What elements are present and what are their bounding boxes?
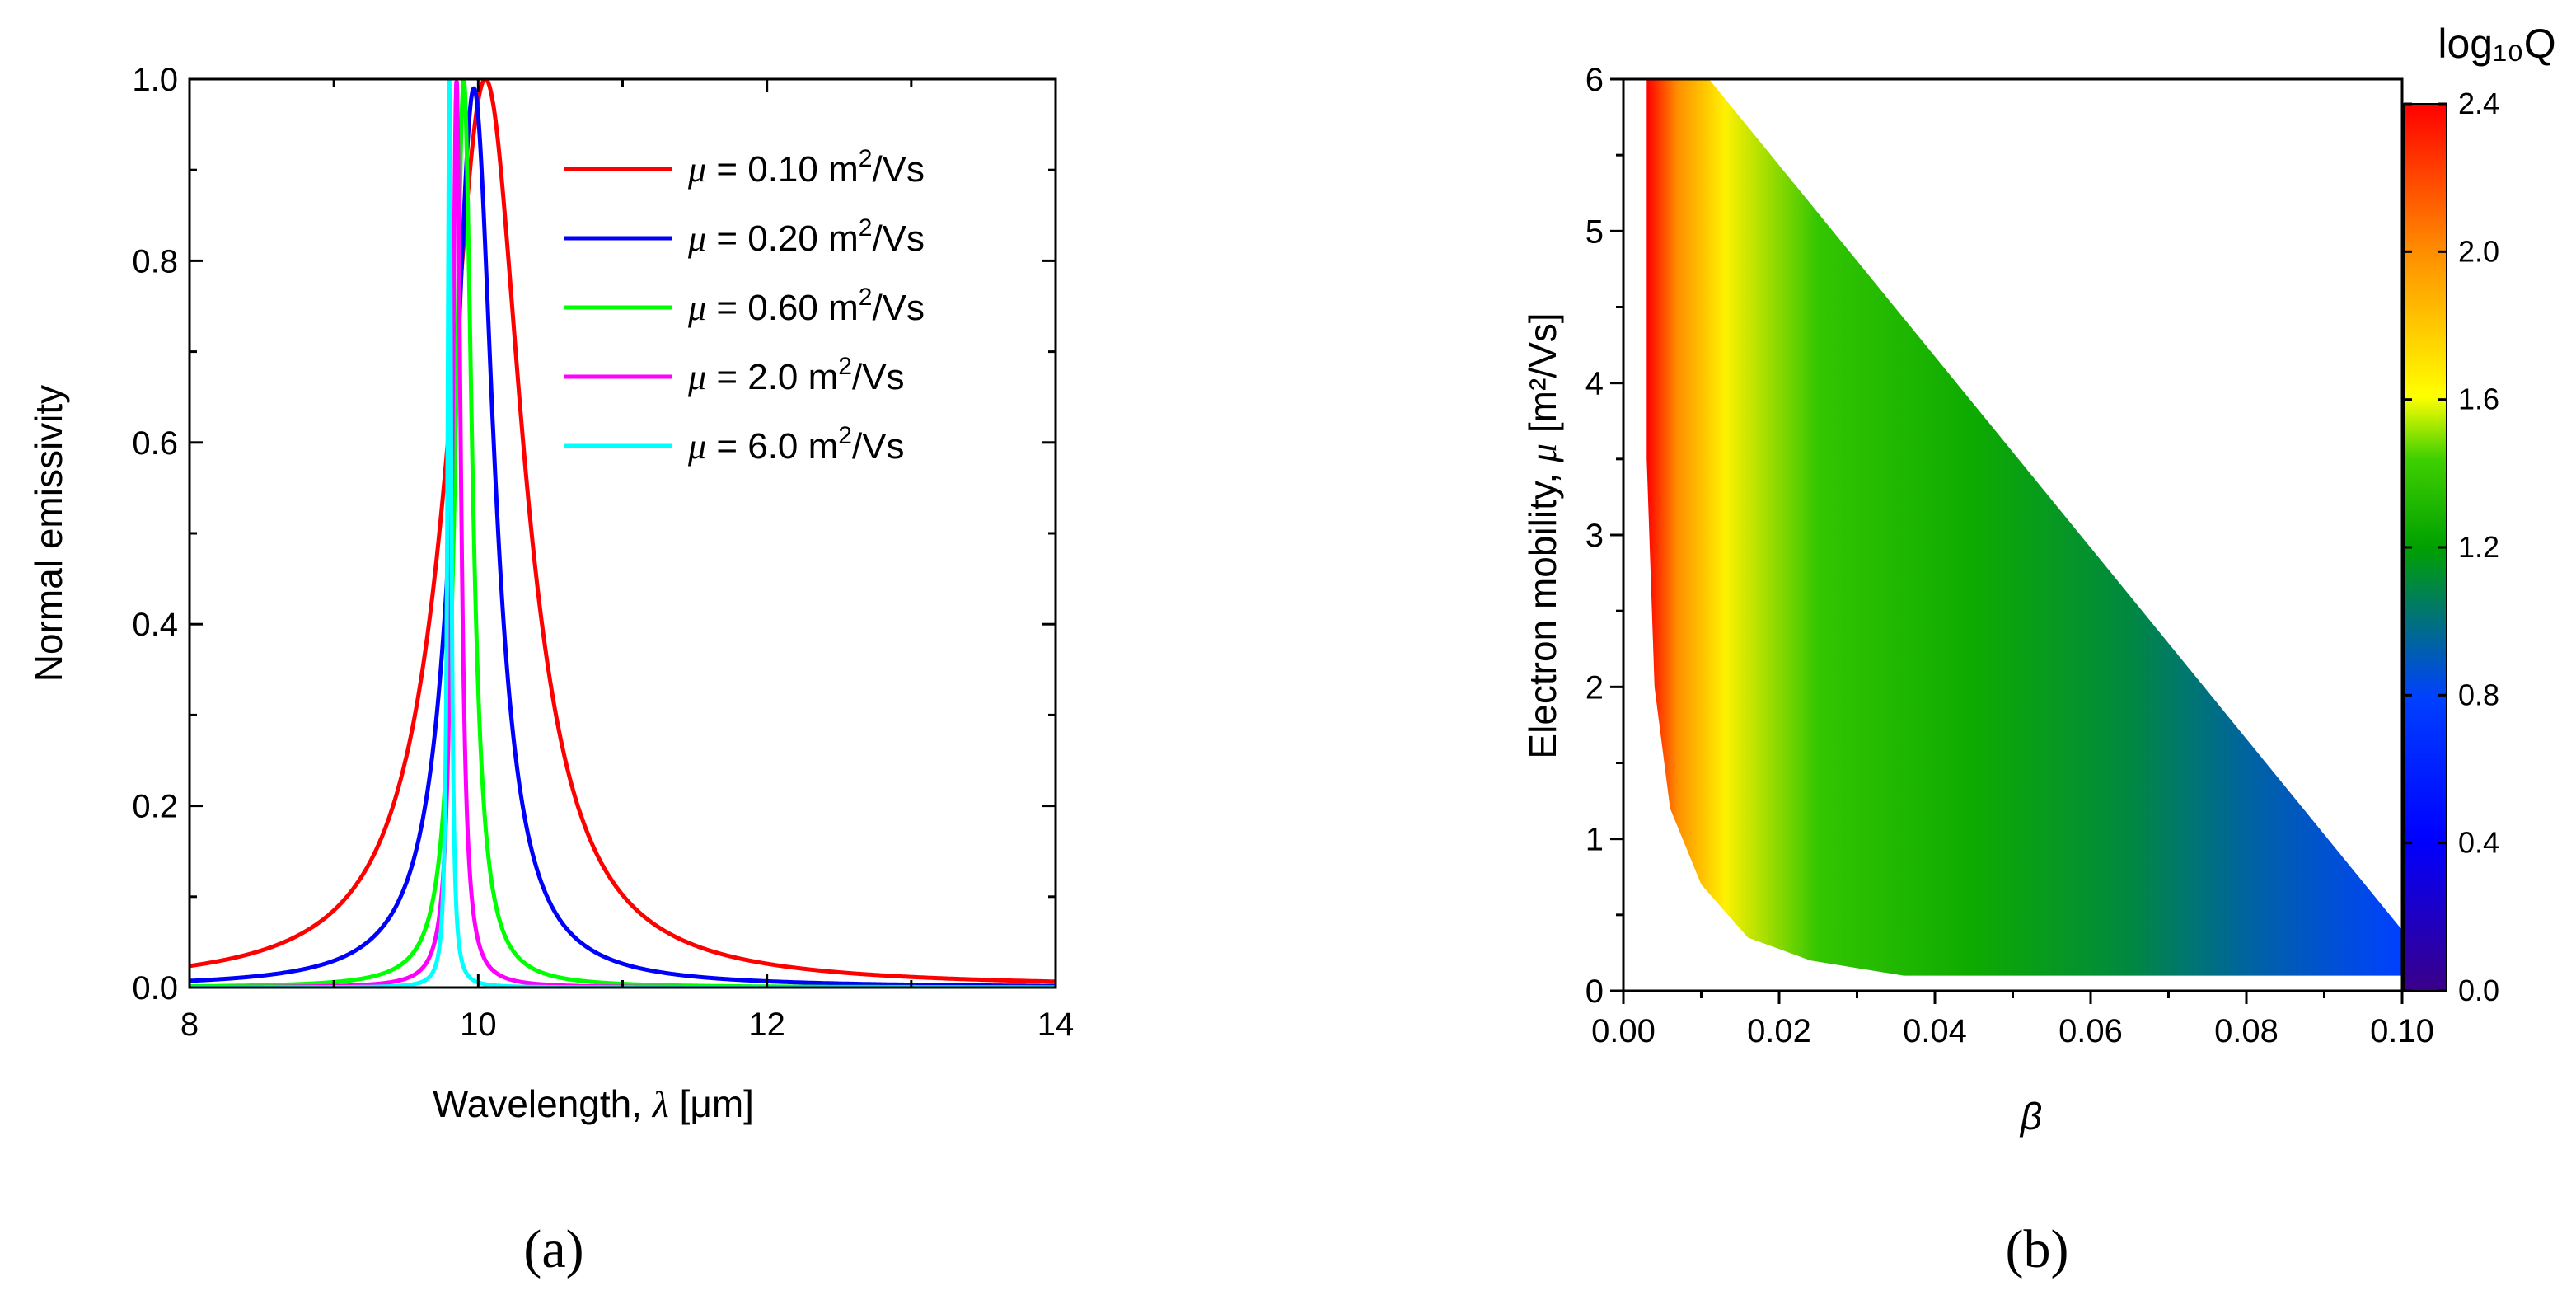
- y-axis-ticks-b: 0 1 2 3 4 5 6: [1585, 62, 1623, 1010]
- plot-frame-a: [188, 77, 1057, 989]
- x-tick-label: 0.08: [2214, 1013, 2279, 1049]
- legend-a: μ = 0.10 m2/Vs μ = 0.20 m2/Vs μ = 0.60 m2/…: [564, 145, 925, 467]
- panel-label-a: (a): [523, 1219, 583, 1279]
- x-tick-label: 0.02: [1747, 1013, 1811, 1049]
- y-tick-label: 3: [1585, 518, 1604, 554]
- y-tick-label: 0.2: [132, 789, 178, 825]
- panel-a: 8 10 12 14 0.0 0.2 0.4 0.6 0.8 1.0 Wavelength, λ…: [27, 62, 1074, 1279]
- y-tick-label: 0.0: [132, 970, 178, 1006]
- colorbar-ticks: 0.0 0.4 0.8 1.2 1.6 2.0 2.4: [2404, 87, 2499, 1007]
- colorbar-tick-label: 0.8: [2458, 678, 2499, 711]
- x-tick-label: 10: [460, 1006, 497, 1043]
- x-tick-label: 0.10: [2370, 1013, 2434, 1049]
- colorbar-tick-label: 0.0: [2458, 974, 2499, 1007]
- y-tick-label: 5: [1585, 213, 1604, 250]
- x-axis-ticks-a: 8 10 12 14: [180, 79, 1074, 1043]
- panel-label-b: (b): [2006, 1219, 2069, 1279]
- x-tick-label: 12: [748, 1006, 785, 1043]
- colorbar-title: log₁₀Q: [2438, 21, 2555, 67]
- y-tick-label: 6: [1585, 62, 1604, 98]
- colorbar-tick-label: 0.4: [2458, 826, 2499, 860]
- emissivity-curves: [190, 79, 1056, 988]
- x-axis-title-b: β: [2019, 1095, 2042, 1138]
- x-tick-label: 0.06: [2058, 1013, 2123, 1049]
- x-tick-label: 0.00: [1591, 1013, 1656, 1049]
- legend-label-3: μ = 2.0 m2/Vs: [687, 353, 905, 397]
- y-tick-label: 0.6: [132, 425, 178, 462]
- colorbar-tick-label: 2.4: [2458, 87, 2499, 120]
- y-tick-label: 2: [1585, 669, 1604, 706]
- y-axis-title-b: Electron mobility, μ [m²/Vs]: [1521, 312, 1564, 758]
- legend-label-4: μ = 6.0 m2/Vs: [687, 422, 905, 467]
- series-line-0: [190, 79, 1056, 984]
- series-line-2: [190, 79, 1056, 988]
- x-tick-label: 14: [1037, 1006, 1075, 1043]
- colorbar-tick-label: 2.0: [2458, 234, 2499, 268]
- y-tick-label: 1.0: [132, 62, 178, 98]
- legend-label-1: μ = 0.20 m2/Vs: [687, 214, 925, 259]
- y-tick-label: 0.8: [132, 243, 178, 279]
- x-axis-title-a: Wavelength, λ [μm]: [433, 1082, 754, 1125]
- x-tick-label: 8: [180, 1006, 199, 1043]
- panel-b: 0.00 0.02 0.04 0.06 0.08 0.10 0 1 2 3 4 5 6 β Elect…: [1521, 21, 2556, 1279]
- colorbar-tick-label: 1.2: [2458, 530, 2499, 564]
- y-axis-ticks-a: 0.0 0.2 0.4 0.6 0.8 1.0: [132, 62, 1056, 1006]
- series-line-4: [190, 79, 1056, 988]
- y-tick-label: 4: [1585, 366, 1604, 402]
- y-tick-label: 1: [1585, 822, 1604, 858]
- x-tick-label: 0.04: [1903, 1013, 1967, 1049]
- series-line-3: [190, 80, 1056, 988]
- colorbar-tick-label: 1.6: [2458, 382, 2499, 416]
- series-line-1: [190, 86, 1056, 988]
- legend-label-2: μ = 0.60 m2/Vs: [687, 284, 925, 328]
- heatmap-region: [1646, 79, 2402, 976]
- y-axis-title-a: Normal emissivity: [27, 385, 70, 682]
- y-tick-label: 0.4: [132, 607, 178, 643]
- x-axis-ticks-b: 0.00 0.02 0.04 0.06 0.08 0.10: [1591, 991, 2434, 1049]
- legend-label-0: μ = 0.10 m2/Vs: [687, 145, 925, 190]
- y-tick-label: 0: [1585, 974, 1604, 1010]
